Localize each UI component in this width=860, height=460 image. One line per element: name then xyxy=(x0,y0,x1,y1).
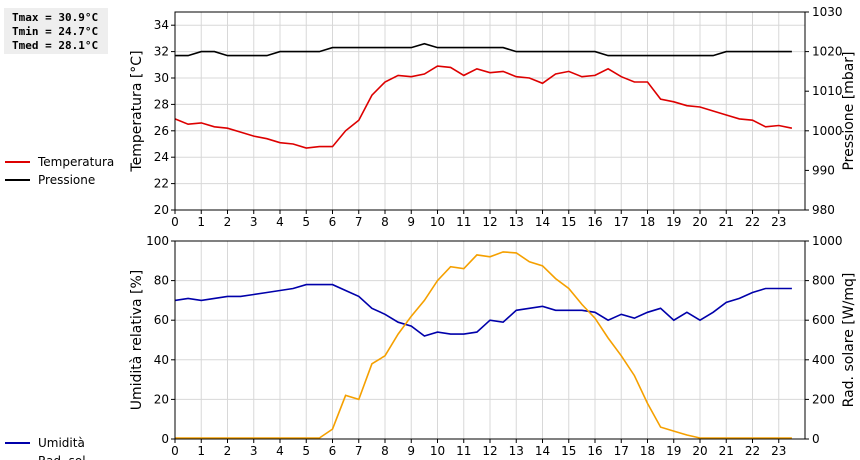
y-right-tick-label: 600 xyxy=(812,313,835,327)
x-tick-label: 11 xyxy=(456,444,471,458)
x-tick-label: 1 xyxy=(197,215,205,229)
y-right-tick-label: 400 xyxy=(812,353,835,367)
x-tick-label: 9 xyxy=(407,444,415,458)
y-right-tick-label: 1020 xyxy=(812,45,843,59)
y-left-tick-label: 22 xyxy=(154,177,169,191)
y-right-axis-title: Pressione [mbar] xyxy=(841,51,857,170)
x-tick-label: 14 xyxy=(535,444,550,458)
y-left-tick-label: 28 xyxy=(154,97,169,111)
series-line-radsol xyxy=(175,251,792,439)
legend-humidity-radiation: Umidità Rad. sol. xyxy=(5,436,89,460)
y-left-tick-label: 34 xyxy=(154,18,169,32)
x-tick-label: 22 xyxy=(745,215,760,229)
y-left-tick-label: 0 xyxy=(161,432,169,446)
x-tick-label: 2 xyxy=(224,215,232,229)
series-line-pressione xyxy=(175,42,792,57)
y-left-tick-label: 24 xyxy=(154,150,169,164)
y-left-axis-title: Temperatura [°C] xyxy=(129,50,145,172)
legend-label: Pressione xyxy=(38,173,95,187)
tmin-label: Tmin = 24.7°C xyxy=(12,25,99,38)
x-tick-label: 5 xyxy=(302,444,310,458)
y-left-tick-label: 20 xyxy=(154,392,169,406)
x-tick-label: 16 xyxy=(587,444,602,458)
y-right-axis-title: Rad. solare [W/mq] xyxy=(841,273,857,408)
x-tick-label: 21 xyxy=(719,215,734,229)
x-tick-label: 13 xyxy=(509,215,524,229)
y-right-tick-label: 1000 xyxy=(812,124,843,138)
x-tick-label: 15 xyxy=(561,444,576,458)
x-tick-label: 1 xyxy=(197,444,205,458)
y-right-tick-label: 200 xyxy=(812,392,835,406)
x-tick-label: 23 xyxy=(771,215,786,229)
x-tick-label: 17 xyxy=(614,444,629,458)
stats-box: Tmax = 30.9°C Tmin = 24.7°C Tmed = 28.1°… xyxy=(4,8,108,54)
x-tick-label: 22 xyxy=(745,444,760,458)
x-tick-label: 14 xyxy=(535,215,550,229)
y-left-tick-label: 20 xyxy=(154,203,169,217)
x-tick-label: 10 xyxy=(430,215,445,229)
y-right-tick-label: 1010 xyxy=(812,84,843,98)
tmax-label: Tmax = 30.9°C xyxy=(12,11,99,24)
x-tick-label: 12 xyxy=(482,215,497,229)
x-tick-label: 18 xyxy=(640,444,655,458)
legend-label: Temperatura xyxy=(37,155,114,169)
legend-temperature-pressure: Temperatura Pressione xyxy=(5,155,114,187)
x-tick-label: 4 xyxy=(276,444,284,458)
x-tick-label: 3 xyxy=(250,444,258,458)
x-tick-label: 8 xyxy=(381,215,389,229)
x-tick-label: 11 xyxy=(456,215,471,229)
x-tick-label: 19 xyxy=(666,215,681,229)
y-right-tick-label: 990 xyxy=(812,163,835,177)
x-tick-label: 21 xyxy=(719,444,734,458)
y-left-tick-label: 32 xyxy=(154,45,169,59)
y-left-tick-label: 40 xyxy=(154,353,169,367)
y-right-tick-label: 0 xyxy=(812,432,820,446)
x-tick-label: 0 xyxy=(171,215,179,229)
x-tick-label: 7 xyxy=(355,444,363,458)
x-tick-label: 5 xyxy=(302,215,310,229)
x-tick-label: 12 xyxy=(482,444,497,458)
x-tick-label: 3 xyxy=(250,215,258,229)
series-line-temperatura xyxy=(174,65,793,149)
series-line-umidita xyxy=(174,283,792,337)
y-left-tick-label: 60 xyxy=(154,313,169,327)
y-left-tick-label: 26 xyxy=(154,124,169,138)
x-tick-label: 7 xyxy=(355,215,363,229)
x-tick-label: 13 xyxy=(509,444,524,458)
x-tick-label: 19 xyxy=(666,444,681,458)
x-tick-label: 6 xyxy=(329,215,337,229)
x-tick-label: 16 xyxy=(587,215,602,229)
y-right-tick-label: 1030 xyxy=(812,5,843,19)
x-tick-label: 10 xyxy=(430,444,445,458)
y-right-tick-label: 800 xyxy=(812,274,835,288)
x-tick-label: 8 xyxy=(381,444,389,458)
temperature-pressure-chart: 0 1 2 3 4 5 6 7 8 9 10 11 12 13 14 15 16 17 18 19 20 21 22 2320… xyxy=(129,5,857,229)
tmed-label: Tmed = 28.1°C xyxy=(12,39,99,52)
y-right-tick-label: 1000 xyxy=(812,234,843,248)
x-tick-label: 17 xyxy=(614,215,629,229)
x-tick-label: 9 xyxy=(407,215,415,229)
x-tick-label: 2 xyxy=(224,444,232,458)
x-tick-label: 15 xyxy=(561,215,576,229)
y-left-tick-label: 100 xyxy=(146,234,169,248)
x-tick-label: 23 xyxy=(771,444,786,458)
x-tick-label: 0 xyxy=(171,444,179,458)
y-left-tick-label: 30 xyxy=(154,71,169,85)
y-left-tick-label: 80 xyxy=(154,274,169,288)
legend-label: Umidità xyxy=(38,436,85,450)
legend-label: Rad. sol. xyxy=(38,454,89,460)
x-tick-label: 4 xyxy=(276,215,284,229)
y-right-tick-label: 980 xyxy=(812,203,835,217)
y-left-axis-title: Umidità relativa [%] xyxy=(129,270,145,411)
humidity-radiation-chart: 0 1 2 3 4 5 6 7 8 9 10 11 12 13 14 15 16 17 18 19 20 21 22 2302… xyxy=(129,234,857,458)
x-tick-label: 20 xyxy=(692,444,707,458)
x-tick-label: 6 xyxy=(329,444,337,458)
x-tick-label: 18 xyxy=(640,215,655,229)
x-tick-label: 20 xyxy=(692,215,707,229)
